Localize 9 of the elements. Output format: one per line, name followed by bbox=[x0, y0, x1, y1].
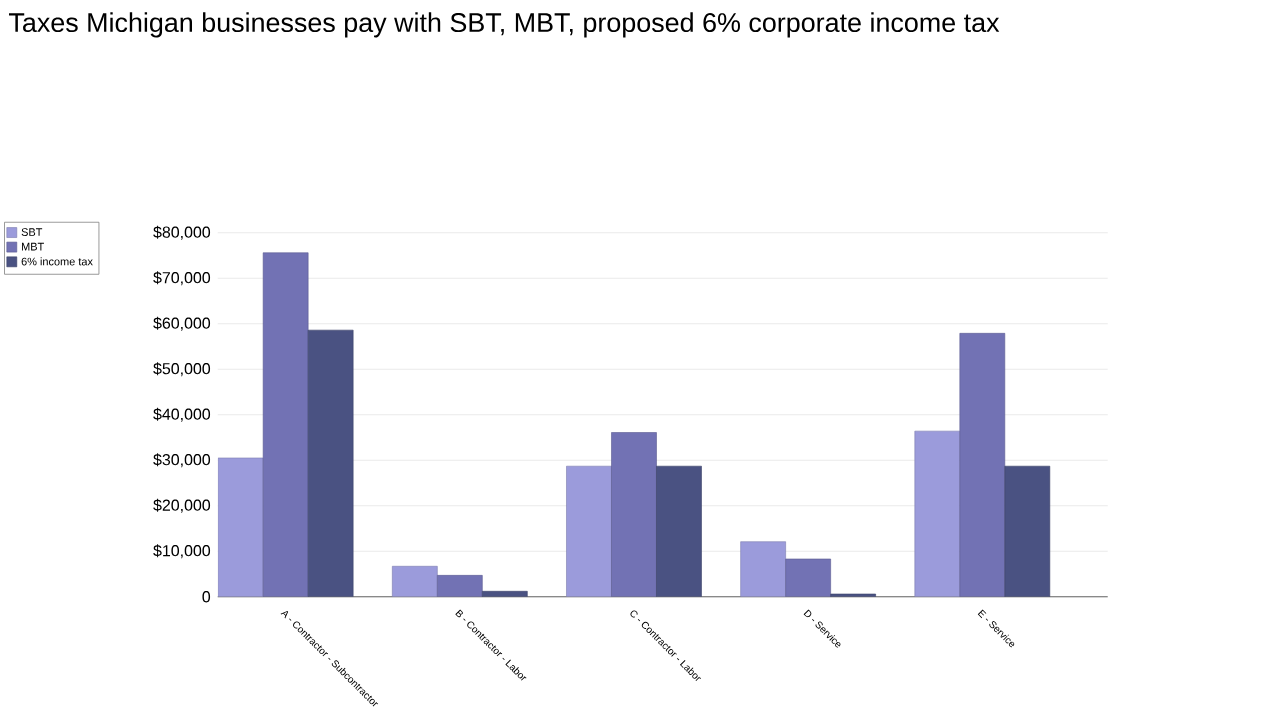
bar bbox=[392, 565, 438, 597]
chart-title: Taxes Michigan businesses pay with SBT, MBT, proposed 6% corporate income tax bbox=[9, 12, 1000, 38]
bar bbox=[217, 457, 264, 597]
bar bbox=[914, 430, 961, 597]
bar bbox=[740, 541, 786, 597]
bar bbox=[656, 465, 702, 597]
bar bbox=[1004, 465, 1051, 597]
bar bbox=[566, 465, 612, 597]
bar bbox=[307, 329, 354, 597]
